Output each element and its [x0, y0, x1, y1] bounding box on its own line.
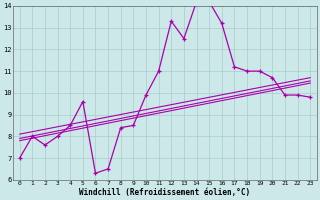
- X-axis label: Windchill (Refroidissement éolien,°C): Windchill (Refroidissement éolien,°C): [79, 188, 251, 197]
